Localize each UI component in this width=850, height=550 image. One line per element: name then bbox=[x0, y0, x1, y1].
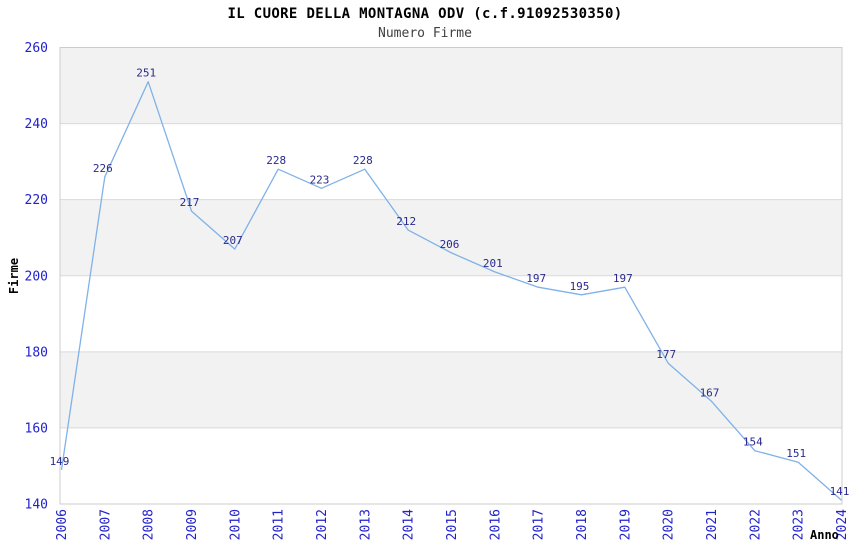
x-tick-label: 2019 bbox=[618, 509, 633, 540]
x-tick-label: 2023 bbox=[792, 509, 807, 540]
data-point-label: 207 bbox=[223, 234, 243, 247]
x-tick-label: 2022 bbox=[748, 509, 763, 540]
chart-title: IL CUORE DELLA MONTAGNA ODV (c.f.9109253… bbox=[227, 6, 623, 22]
y-axis-title: Firme bbox=[7, 257, 21, 295]
plot-border bbox=[59, 47, 843, 505]
x-tick-label: 2007 bbox=[98, 509, 113, 540]
chart-subtitle: Numero Firme bbox=[378, 26, 472, 41]
data-point-label: 197 bbox=[613, 272, 633, 285]
y-tick-label: 160 bbox=[25, 421, 48, 436]
y-tick-label: 180 bbox=[25, 345, 48, 360]
x-tick-label: 2016 bbox=[488, 509, 503, 540]
plot-shaded-band bbox=[60, 351, 842, 428]
data-point-label: 212 bbox=[396, 215, 416, 228]
x-tick-label: 2006 bbox=[55, 509, 70, 540]
data-point-label: 167 bbox=[700, 386, 720, 399]
data-point-label: 149 bbox=[50, 455, 70, 468]
x-tick-label: 2011 bbox=[272, 509, 287, 540]
data-point-label: 217 bbox=[180, 196, 200, 209]
y-tick-label: 140 bbox=[25, 498, 48, 513]
data-point-label: 177 bbox=[656, 348, 676, 361]
y-tick-label: 220 bbox=[25, 193, 48, 208]
x-tick-label: 2010 bbox=[228, 509, 243, 540]
x-axis-title: Anno bbox=[810, 528, 839, 542]
plot-shaded-band bbox=[60, 47, 842, 124]
x-tick-label: 2014 bbox=[402, 509, 417, 540]
data-point-label: 201 bbox=[483, 257, 503, 270]
x-tick-label: 2024 bbox=[835, 509, 850, 540]
y-tick-label: 200 bbox=[25, 269, 48, 284]
data-point-label: 228 bbox=[353, 154, 373, 167]
data-point-label: 226 bbox=[93, 162, 113, 175]
plot-shaded-band bbox=[60, 199, 842, 276]
x-tick-label: 2012 bbox=[315, 509, 330, 540]
x-tick-label: 2013 bbox=[358, 509, 373, 540]
y-tick-label: 240 bbox=[25, 117, 48, 132]
x-tick-label: 2017 bbox=[532, 509, 547, 540]
data-point-label: 206 bbox=[440, 238, 460, 251]
x-tick-label: 2015 bbox=[445, 509, 460, 540]
x-tick-label: 2008 bbox=[142, 509, 157, 540]
data-point-label: 141 bbox=[830, 485, 850, 498]
data-point-label: 154 bbox=[743, 436, 763, 449]
x-tick-label: 2009 bbox=[185, 509, 200, 540]
y-tick-label: 260 bbox=[25, 41, 48, 56]
data-point-label: 151 bbox=[786, 447, 806, 460]
x-tick-label: 2020 bbox=[662, 509, 677, 540]
data-point-label: 195 bbox=[570, 280, 590, 293]
data-point-label: 197 bbox=[526, 272, 546, 285]
data-point-label: 228 bbox=[266, 154, 286, 167]
data-point-label: 251 bbox=[136, 67, 156, 80]
data-point-label: 223 bbox=[310, 173, 330, 186]
x-tick-label: 2018 bbox=[575, 509, 590, 540]
x-tick-label: 2021 bbox=[705, 509, 720, 540]
data-line bbox=[60, 81, 842, 501]
